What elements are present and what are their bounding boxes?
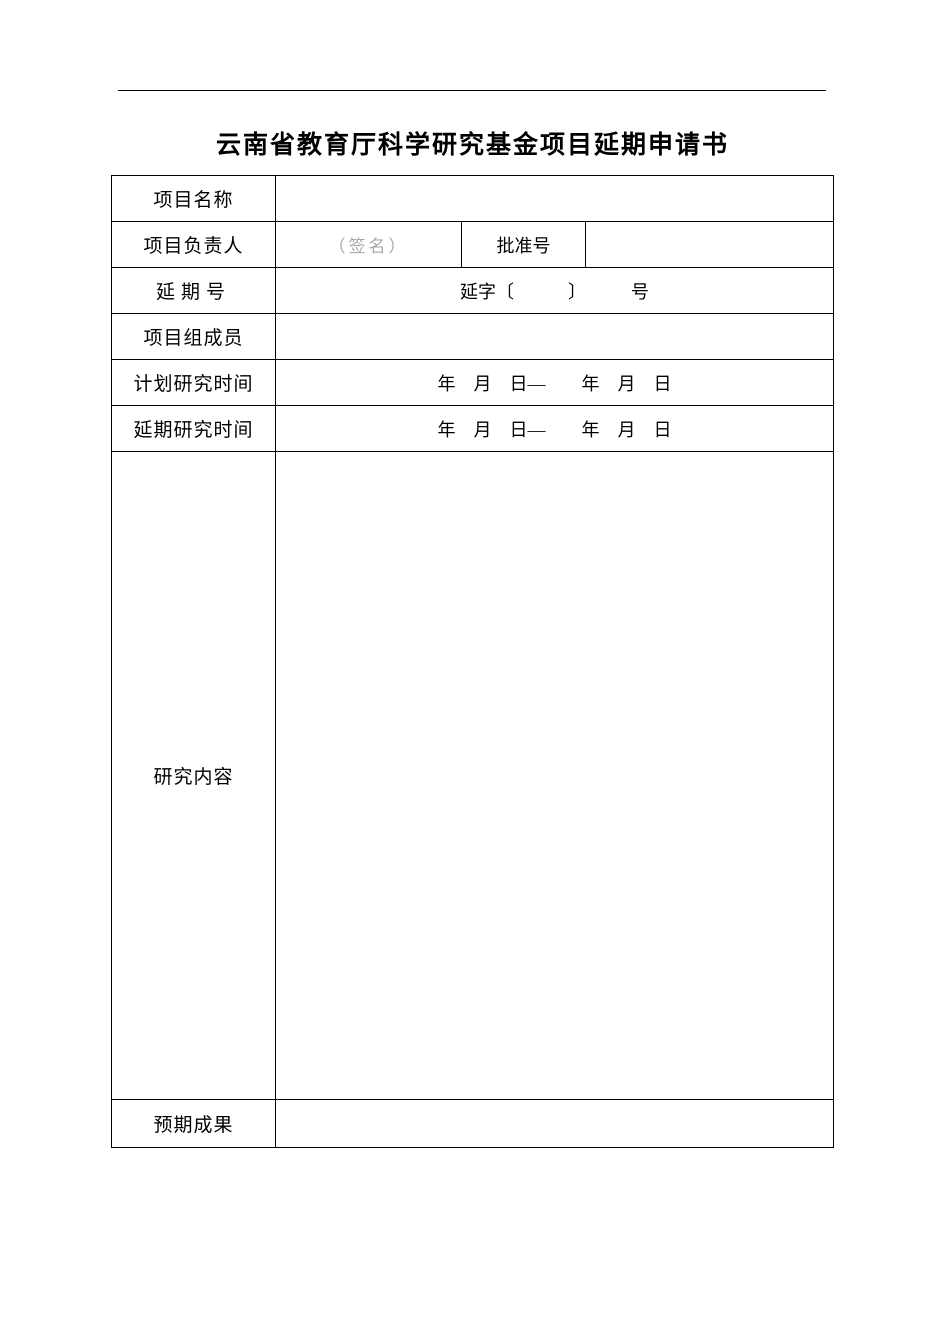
row-team-members: 项目组成员: [111, 314, 833, 360]
row-extended-period: 延期研究时间 年 月 日— 年 月 日: [111, 406, 833, 452]
row-project-leader: 项目负责人 （签名） 批准号: [111, 222, 833, 268]
value-expected-results[interactable]: [275, 1100, 833, 1148]
label-approval-number: 批准号: [461, 222, 585, 268]
value-extension-number[interactable]: 延字〔 〕 号: [275, 268, 833, 314]
value-approval-number[interactable]: [585, 222, 833, 268]
label-planned-period: 计划研究时间: [111, 360, 275, 406]
label-expected-results: 预期成果: [111, 1100, 275, 1148]
document-title: 云南省教育厅科学研究基金项目延期申请书: [0, 125, 945, 161]
label-project-name: 项目名称: [111, 176, 275, 222]
label-project-leader: 项目负责人: [111, 222, 275, 268]
row-project-name: 项目名称: [111, 176, 833, 222]
value-team-members[interactable]: [275, 314, 833, 360]
signature-hint: （签名）: [328, 237, 408, 256]
row-expected-results: 预期成果: [111, 1100, 833, 1148]
row-research-content: 研究内容: [111, 452, 833, 1100]
application-form-table: 项目名称 项目负责人 （签名） 批准号 延期号 延字〔 〕 号 项目组成员 计划…: [111, 175, 834, 1148]
label-extended-period: 延期研究时间: [111, 406, 275, 452]
value-project-name[interactable]: [275, 176, 833, 222]
page-container: 云南省教育厅科学研究基金项目延期申请书 项目名称 项目负责人 （签名） 批准号 …: [0, 0, 945, 1337]
value-project-leader-signature[interactable]: （签名）: [275, 222, 461, 268]
value-research-content[interactable]: [275, 452, 833, 1100]
label-team-members: 项目组成员: [111, 314, 275, 360]
value-extended-period[interactable]: 年 月 日— 年 月 日: [275, 406, 833, 452]
label-research-content: 研究内容: [111, 452, 275, 1100]
row-extension-number: 延期号 延字〔 〕 号: [111, 268, 833, 314]
top-horizontal-rule: [118, 90, 826, 91]
row-planned-period: 计划研究时间 年 月 日— 年 月 日: [111, 360, 833, 406]
label-extension-number: 延期号: [111, 268, 275, 314]
value-planned-period[interactable]: 年 月 日— 年 月 日: [275, 360, 833, 406]
